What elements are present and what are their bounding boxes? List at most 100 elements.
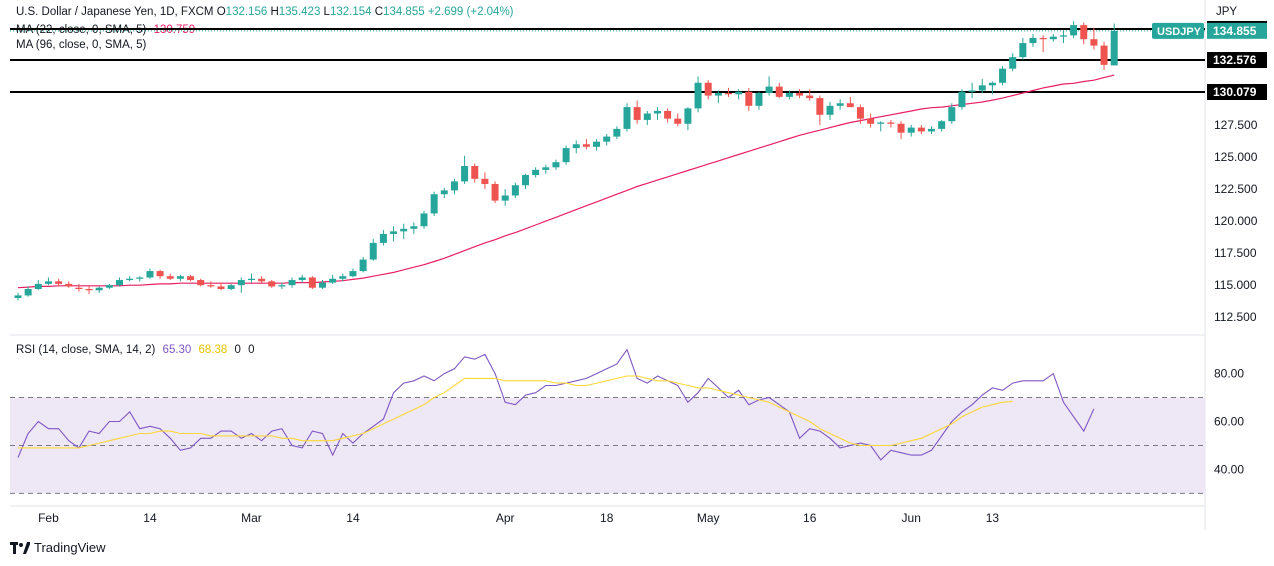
candle-body [938, 121, 946, 129]
time-tick-label: Feb [38, 511, 59, 525]
price-tag-text: 134.855 [1213, 24, 1257, 38]
candle-body [968, 90, 976, 92]
candle [136, 276, 144, 282]
low-value: 132.154 [329, 6, 372, 18]
candle [1049, 34, 1057, 42]
candle-body [258, 278, 266, 282]
candle-body [664, 110, 672, 119]
open-label: O [216, 6, 226, 18]
candle [116, 277, 123, 287]
candle-body [806, 95, 814, 99]
candle-body [511, 185, 519, 196]
candle [684, 107, 692, 131]
candle-body [836, 103, 844, 106]
tradingview-branding[interactable]: TradingView [10, 540, 106, 555]
candle [329, 274, 337, 284]
rsi-legend[interactable]: RSI (14, close, SMA, 14, 2) 65.30 68.38 … [16, 343, 259, 357]
candle [978, 78, 986, 94]
candle [176, 274, 184, 282]
candle-body [65, 283, 73, 287]
candle-body [146, 271, 154, 278]
candle-body [796, 93, 804, 96]
candle [552, 159, 560, 170]
candle-body [978, 85, 986, 91]
candle-body [613, 128, 621, 137]
candle [674, 113, 682, 127]
candle-body [765, 86, 773, 94]
candle [1110, 23, 1118, 66]
candle [65, 281, 73, 288]
candle [542, 164, 550, 174]
candle-body [349, 271, 357, 277]
candle [207, 281, 215, 288]
candle [877, 121, 885, 132]
candle-body [319, 282, 326, 288]
candle [420, 210, 428, 229]
candle-body [176, 276, 184, 279]
candle [197, 278, 205, 287]
candle [816, 95, 824, 126]
candle-body [156, 271, 164, 277]
candle [146, 268, 154, 279]
candle [867, 113, 875, 128]
candle-body [1029, 37, 1037, 44]
price-tick-label: 127.500 [1214, 118, 1258, 132]
candle-body [1059, 35, 1067, 37]
candle [522, 173, 529, 190]
candle [633, 100, 641, 124]
candle-body [14, 295, 22, 298]
candle [532, 167, 540, 178]
time-tick-label: Mar [241, 511, 262, 525]
candle [1009, 53, 1017, 72]
candle [623, 103, 631, 132]
ma22-legend[interactable]: MA (22, close, 0, SMA, 5) 130.759 [16, 23, 199, 37]
candle [24, 286, 32, 297]
candle-body [105, 285, 113, 288]
candle-body [745, 91, 753, 106]
candle [258, 276, 266, 284]
level-price-tag: 132.576 [1207, 52, 1267, 69]
candle-body [907, 127, 915, 133]
open-value: 132.156 [225, 6, 268, 18]
close-label: C [374, 6, 384, 18]
candle [704, 80, 712, 100]
candle-body [471, 166, 479, 179]
candle [481, 172, 489, 190]
candle-body [247, 278, 255, 281]
candle-body [603, 136, 611, 142]
price-tick-label: 115.000 [1214, 278, 1257, 292]
candle-body [420, 213, 428, 227]
candle-body [237, 280, 245, 286]
price-tick-label: 125.000 [1214, 150, 1258, 164]
level-tag-text: 130.079 [1213, 85, 1257, 99]
ma96-legend[interactable]: MA (96, close, 0, SMA, 5) [16, 38, 150, 52]
candle [511, 182, 519, 199]
candle [491, 181, 499, 204]
candle-body [501, 195, 509, 201]
candle-body [1110, 30, 1118, 66]
price-tick-label: 112.500 [1214, 310, 1257, 324]
candle [928, 126, 935, 135]
candle [288, 277, 296, 288]
price-tick-label: 117.500 [1214, 246, 1257, 260]
candle-body [1080, 25, 1088, 40]
candle [725, 87, 732, 97]
candle-body [887, 122, 895, 124]
candle [907, 125, 915, 137]
candle [400, 223, 408, 240]
candle-body [379, 233, 387, 243]
candle [562, 145, 570, 165]
candle-body [1009, 57, 1017, 69]
candle-body [390, 231, 398, 234]
candle-body [187, 276, 195, 281]
candle-body [826, 105, 834, 115]
candle-body [278, 285, 286, 287]
candle [796, 89, 804, 99]
candle [237, 277, 245, 293]
candle-body [522, 175, 529, 186]
candle [613, 126, 621, 140]
time-tick-label: May [697, 511, 720, 525]
price-tick-label: 122.500 [1214, 182, 1258, 196]
candle [826, 101, 834, 120]
